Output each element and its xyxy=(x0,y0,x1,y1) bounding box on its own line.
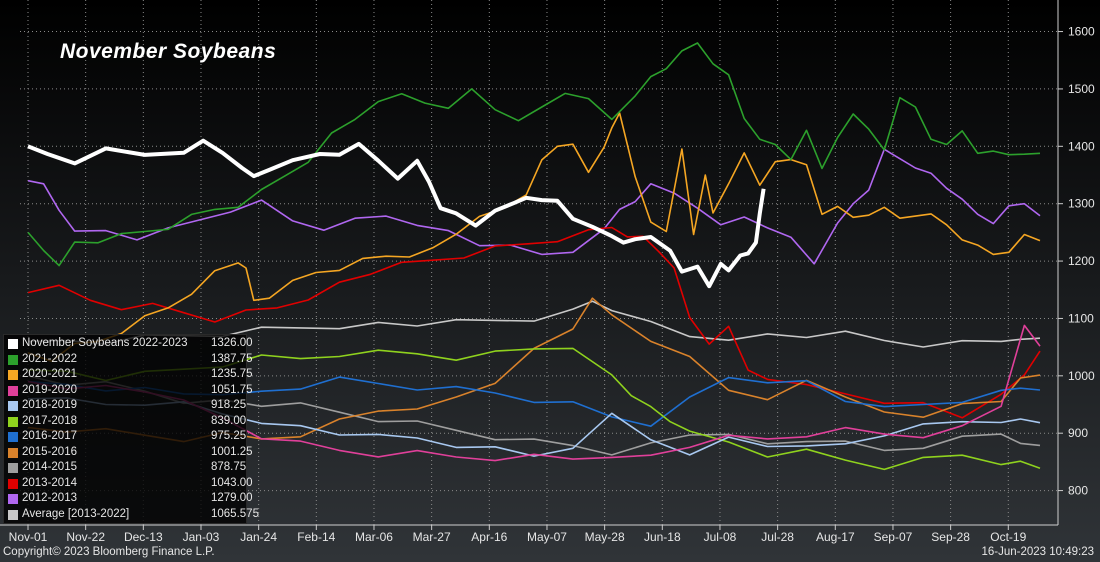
legend-swatch xyxy=(8,416,18,427)
legend-swatch xyxy=(8,385,18,396)
legend-item: 2014-2015 878.75 xyxy=(8,461,247,475)
y-tick-label: 1400 xyxy=(1068,139,1095,153)
legend-swatch xyxy=(8,447,18,458)
x-tick-label: Nov-01 xyxy=(9,530,48,544)
x-tick-label: Aug-17 xyxy=(816,530,855,544)
x-tick-label: Jul-28 xyxy=(761,530,794,544)
series-line-2013-2014 xyxy=(27,226,1041,419)
x-tick-label: Sep-28 xyxy=(931,530,970,544)
legend-item: 2018-2019 918.25 xyxy=(8,399,247,413)
legend-label: 2019-2020 xyxy=(22,383,77,396)
legend-swatch xyxy=(8,354,18,365)
timestamp-text: 16-Jun-2023 10:49:23 xyxy=(981,546,1094,558)
x-tick-label: Feb-14 xyxy=(297,530,335,544)
x-tick-label: Apr-16 xyxy=(471,530,507,544)
series-line-2021-2022 xyxy=(27,42,1041,267)
y-tick-label: 1600 xyxy=(1068,25,1095,39)
legend-item: 2012-2013 1279.00 xyxy=(8,492,253,506)
x-tick-label: Mar-27 xyxy=(413,530,451,544)
legend-swatch xyxy=(8,478,18,489)
x-tick-label: Dec-13 xyxy=(124,530,163,544)
legend-value: 1001.25 xyxy=(211,445,253,458)
legend-swatch xyxy=(8,339,18,349)
y-tick-label: 1100 xyxy=(1068,311,1094,325)
y-tick-label: 1500 xyxy=(1068,82,1095,96)
chart-title: November Soybeans xyxy=(60,40,276,63)
x-tick-label: May-07 xyxy=(527,530,567,544)
legend-label: 2012-2013 xyxy=(22,492,77,504)
legend-swatch xyxy=(8,494,18,504)
legend-swatch xyxy=(8,509,18,520)
legend-label: 2014-2015 xyxy=(22,461,77,473)
legend-value: 839.00 xyxy=(211,414,247,427)
legend-item: 2021-2022 1387.75 xyxy=(8,352,253,367)
legend-item: 2013-2014 1043.00 xyxy=(8,476,253,491)
legend-value: 1387.75 xyxy=(211,352,253,365)
y-tick-label: 1300 xyxy=(1068,197,1095,211)
legend-label: November Soybeans 2022-2023 xyxy=(22,337,188,349)
legend-value: 1279.00 xyxy=(211,492,253,504)
legend: November Soybeans 2022-2023 1326.00 2021-2… xyxy=(3,334,259,524)
legend-swatch xyxy=(8,432,18,442)
legend-value: 1043.00 xyxy=(211,476,253,489)
legend-item: 2017-2018 839.00 xyxy=(8,414,247,429)
legend-label: 2017-2018 xyxy=(22,414,77,427)
legend-label: 2018-2019 xyxy=(22,399,77,411)
legend-label: 2020-2021 xyxy=(22,368,77,380)
legend-value: 918.25 xyxy=(211,399,247,411)
x-tick-label: Jul-08 xyxy=(704,530,737,544)
legend-item: 2015-2016 1001.25 xyxy=(8,445,253,460)
x-tick-label: Jun-18 xyxy=(644,530,681,544)
y-tick-label: 1000 xyxy=(1068,369,1095,383)
x-tick-label: Mar-06 xyxy=(355,530,393,544)
legend-item: 2019-2020 1051.75 xyxy=(8,383,253,398)
legend-label: 2016-2017 xyxy=(22,430,77,442)
legend-label: 2021-2022 xyxy=(22,352,77,365)
copyright-text: Copyright© 2023 Bloomberg Finance L.P. xyxy=(3,546,215,558)
legend-swatch xyxy=(8,401,18,411)
legend-item: 2016-2017 975.25 xyxy=(8,430,247,444)
legend-label: 2015-2016 xyxy=(22,445,77,458)
y-tick-label: 800 xyxy=(1068,484,1088,498)
x-tick-label: Sep-07 xyxy=(874,530,913,544)
legend-value: 878.75 xyxy=(211,461,247,473)
series-line-2012-2013 xyxy=(27,148,1041,265)
legend-item: 2020-2021 1235.75 xyxy=(8,368,253,382)
legend-label: Average [2013-2022] xyxy=(22,507,130,520)
series-line-2020-2021 xyxy=(27,112,1041,363)
x-tick-label: Nov-22 xyxy=(66,530,105,544)
legend-item: Average [2013-2022] 1065.575 xyxy=(8,507,259,522)
legend-swatch xyxy=(8,370,18,380)
legend-value: 1051.75 xyxy=(211,383,253,396)
y-tick-label: 900 xyxy=(1068,426,1088,440)
x-tick-label: May-28 xyxy=(585,530,625,544)
x-tick-label: Jan-03 xyxy=(183,530,220,544)
x-tick-label: Oct-19 xyxy=(990,530,1026,544)
y-tick-label: 1200 xyxy=(1068,254,1095,268)
series-line-2022-2023 xyxy=(27,138,766,289)
legend-value: 1326.00 xyxy=(211,337,253,349)
legend-label: 2013-2014 xyxy=(22,476,77,489)
legend-value: 975.25 xyxy=(211,430,247,442)
x-tick-label: Jan-24 xyxy=(240,530,277,544)
legend-value: 1065.575 xyxy=(211,507,259,520)
legend-swatch xyxy=(8,463,18,473)
legend-item: November Soybeans 2022-2023 1326.00 xyxy=(8,337,253,351)
legend-value: 1235.75 xyxy=(211,368,253,380)
